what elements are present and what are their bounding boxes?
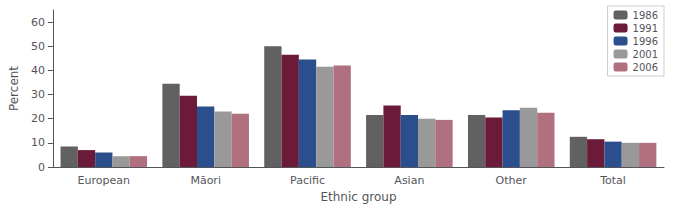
svg-text:30: 30 bbox=[31, 88, 45, 101]
svg-text:60: 60 bbox=[31, 16, 45, 29]
svg-text:Percent: Percent bbox=[7, 66, 21, 111]
svg-text:2001: 2001 bbox=[633, 49, 658, 60]
svg-text:50: 50 bbox=[31, 40, 45, 53]
svg-text:2006: 2006 bbox=[633, 62, 658, 73]
svg-text:1996: 1996 bbox=[633, 36, 658, 47]
svg-text:Māori: Māori bbox=[190, 174, 221, 187]
svg-text:10: 10 bbox=[31, 136, 45, 149]
svg-text:Other: Other bbox=[496, 174, 528, 187]
svg-text:20: 20 bbox=[31, 112, 45, 125]
svg-text:Pacific: Pacific bbox=[290, 174, 325, 187]
svg-text:1986: 1986 bbox=[633, 10, 658, 21]
svg-text:1991: 1991 bbox=[633, 23, 658, 34]
svg-text:Asian: Asian bbox=[394, 174, 424, 187]
svg-text:Ethnic group: Ethnic group bbox=[320, 190, 396, 204]
svg-text:European: European bbox=[78, 174, 130, 187]
svg-text:40: 40 bbox=[31, 64, 45, 77]
svg-text:0: 0 bbox=[38, 161, 45, 174]
svg-text:Total: Total bbox=[599, 174, 626, 187]
